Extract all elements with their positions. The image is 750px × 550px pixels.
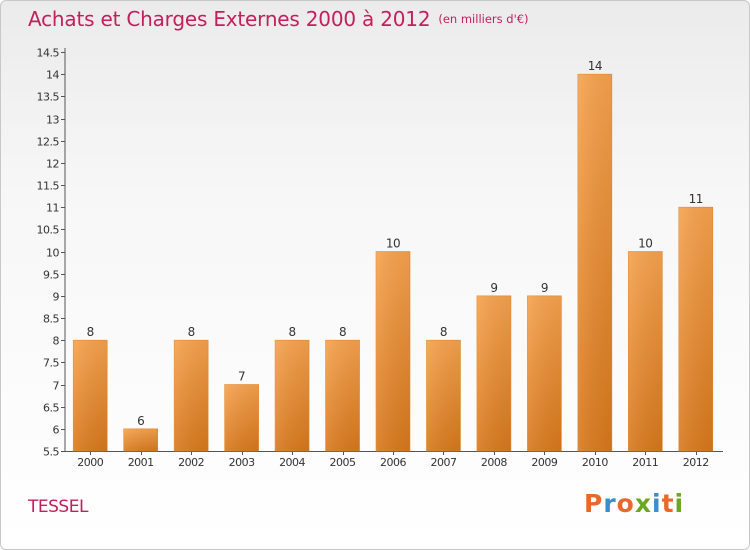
x-tick-label: 2001 bbox=[128, 456, 154, 469]
value-label-2006: 10 bbox=[386, 237, 400, 251]
bar-shade-2006 bbox=[376, 251, 410, 451]
chart-title: Achats et Charges Externes 2000 à 2012 bbox=[28, 7, 431, 31]
value-label-2011: 10 bbox=[638, 237, 652, 251]
bar-shade-2004 bbox=[275, 340, 310, 451]
x-tick-label: 2006 bbox=[380, 456, 406, 469]
y-tick-label: 6 bbox=[53, 424, 60, 437]
bar-shade-2000 bbox=[73, 340, 108, 451]
logo-letter: i bbox=[652, 489, 662, 518]
x-tick-label: 2004 bbox=[279, 456, 305, 469]
commune-name: TESSEL bbox=[28, 497, 88, 517]
value-label-2012: 11 bbox=[689, 192, 703, 206]
x-tick-label: 2005 bbox=[330, 456, 356, 469]
bar-shade-2011 bbox=[628, 251, 663, 451]
y-tick-label: 8 bbox=[53, 335, 60, 348]
y-axis: 5.5 6 6.5 7 7.5 8 8.5 9 9.5 10 10.5 11 11.5 12 12.5 13 1… bbox=[37, 47, 66, 459]
y-tick-label: 14.5 bbox=[37, 47, 60, 60]
proxiti-logo: Proxiti bbox=[584, 489, 684, 518]
x-tick-label: 2000 bbox=[77, 456, 103, 469]
bar-shade-2007 bbox=[426, 340, 461, 451]
x-tick-label: 2010 bbox=[582, 456, 608, 469]
value-label-2002: 8 bbox=[188, 325, 195, 339]
logo-letter: r bbox=[603, 489, 617, 518]
y-tick-label: 11 bbox=[46, 202, 59, 215]
y-tick-label: 9 bbox=[53, 291, 60, 304]
y-tick-label: 7.5 bbox=[43, 357, 59, 370]
value-label-2003: 7 bbox=[238, 370, 245, 384]
chart-unit: (en milliers d'€) bbox=[438, 12, 529, 26]
y-tick-label: 5.5 bbox=[43, 446, 59, 459]
bar-shade-2001 bbox=[123, 428, 158, 451]
chart-title-block: Achats et Charges Externes 2000 à 2012 (e… bbox=[28, 7, 529, 31]
bar-shade-2009 bbox=[527, 295, 562, 451]
value-label-2000: 8 bbox=[87, 325, 94, 339]
value-label-2004: 8 bbox=[289, 325, 296, 339]
y-tick-label: 11.5 bbox=[37, 180, 60, 193]
x-tick-label: 2011 bbox=[632, 456, 658, 469]
value-label-2009: 9 bbox=[541, 281, 548, 295]
logo-letter: i bbox=[674, 489, 685, 518]
bars: 8 6 8 7 8 8 10 8 9 9 14 10 11 bbox=[72, 59, 714, 452]
value-label-2001: 6 bbox=[137, 414, 144, 428]
x-axis: 2000 2001 2002 2003 2004 2005 2006 2007 2008 2009… bbox=[65, 451, 723, 469]
bar-shade-2012 bbox=[678, 207, 713, 451]
y-tick-label: 12 bbox=[46, 158, 59, 171]
y-tick-label: 13 bbox=[46, 114, 59, 127]
bar-shade-2008 bbox=[476, 295, 511, 451]
x-tick-label: 2008 bbox=[481, 456, 507, 469]
x-tick-label: 2009 bbox=[531, 456, 557, 469]
logo-letter: o bbox=[616, 489, 635, 518]
y-tick-label: 6.5 bbox=[43, 402, 59, 415]
x-tick-label: 2002 bbox=[178, 456, 204, 469]
y-tick-label: 10.5 bbox=[37, 224, 60, 237]
y-tick-label: 10 bbox=[46, 247, 59, 260]
y-tick-label: 14 bbox=[46, 69, 59, 82]
bar-shade-2003 bbox=[224, 384, 259, 451]
x-tick-label: 2003 bbox=[229, 456, 255, 469]
x-tick-label: 2012 bbox=[683, 456, 709, 469]
logo-letter: t bbox=[661, 489, 675, 518]
logo-letter: x bbox=[634, 489, 652, 518]
y-tick-label: 13.5 bbox=[37, 91, 60, 104]
value-label-2007: 8 bbox=[440, 325, 447, 339]
value-label-2005: 8 bbox=[339, 325, 346, 339]
y-tick-label: 12.5 bbox=[37, 136, 60, 149]
y-tick-label: 8.5 bbox=[43, 313, 59, 326]
x-tick-label: 2007 bbox=[430, 456, 456, 469]
bar-shade-2010 bbox=[577, 74, 612, 452]
logo-letter: P bbox=[584, 489, 604, 518]
y-tick-label: 7 bbox=[53, 380, 60, 393]
bar-shade-2002 bbox=[174, 340, 209, 451]
y-tick-label: 9.5 bbox=[43, 269, 59, 282]
bar-shade-2005 bbox=[325, 340, 360, 451]
value-label-2008: 9 bbox=[490, 281, 497, 295]
value-label-2010: 14 bbox=[588, 59, 602, 73]
